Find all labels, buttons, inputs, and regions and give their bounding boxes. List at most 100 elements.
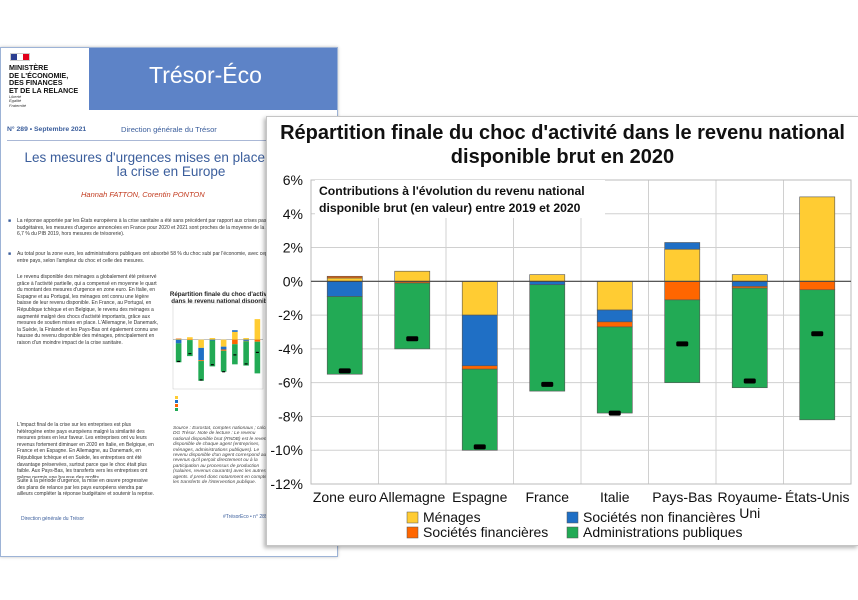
- y-tick-label: -4%: [278, 341, 303, 357]
- legend-swatch: [406, 526, 419, 539]
- bar-segment: [461, 365, 498, 370]
- mini-legend-swatch: [175, 396, 178, 399]
- bar-segment: [731, 281, 768, 287]
- document-footer-left: Direction générale du Trésor: [21, 516, 85, 522]
- mini-bar-segment: [175, 339, 182, 344]
- category-label: Royaume-Uni: [717, 489, 782, 521]
- total-marker: [473, 444, 486, 450]
- mini-bar-segment: [187, 340, 193, 357]
- mini-bar-segment: [220, 346, 227, 350]
- bar-segment: [596, 281, 633, 311]
- mini-bar-segment: [187, 337, 193, 340]
- bar-segment: [461, 314, 498, 367]
- motto-line: Égalité: [9, 98, 22, 104]
- total-marker: [338, 368, 351, 374]
- document-header: MINISTÈRE DE L'ÉCONOMIE, DES FINANCES ET…: [1, 48, 337, 110]
- mini-total-marker: [177, 360, 181, 363]
- bar-segment: [461, 368, 498, 451]
- mini-bar-segment: [175, 338, 182, 340]
- mini-total-marker: [233, 354, 237, 356]
- mini-bar-segment: [232, 330, 238, 332]
- ministry-line: MINISTÈRE: [9, 63, 49, 72]
- category-label: Pays-Bas: [652, 489, 712, 505]
- category-label: États-Unis: [785, 489, 850, 505]
- total-marker: [541, 381, 554, 387]
- bar-segment: [664, 281, 701, 301]
- mini-bar-segment: [232, 344, 238, 365]
- y-tick-label: -10%: [270, 442, 303, 458]
- mini-bar-segment: [209, 340, 216, 367]
- motto-line: Fraternité: [9, 102, 27, 108]
- bar-segment: [799, 289, 836, 421]
- document-paragraph: Au total pour la zone euro, les administ…: [8, 251, 327, 264]
- mini-chart-thumbnail: [172, 302, 264, 411]
- y-tick-label: 6%: [283, 172, 303, 188]
- bar-segment: [326, 296, 363, 375]
- bar-segment: [529, 284, 566, 392]
- ministry-line: DE L'ÉCONOMIE,: [9, 70, 69, 80]
- divider: [7, 140, 331, 141]
- y-tick-label: -8%: [278, 408, 303, 424]
- bar-segment: [799, 281, 836, 291]
- mini-total-marker: [199, 379, 203, 381]
- mini-legend-swatch: [175, 404, 178, 407]
- mini-total-marker: [188, 353, 192, 355]
- mini-bar-segment: [243, 338, 249, 340]
- mini-total-marker: [255, 351, 259, 354]
- legend-swatch: [406, 511, 419, 524]
- ministry-motto: Liberté Égalité Fraternité: [9, 94, 27, 108]
- chart-title: Répartition finale du choc d'activité da…: [280, 122, 845, 168]
- bar-segment: [394, 270, 431, 282]
- document-title: Les mesures d'urgences mises en place pe…: [24, 150, 318, 179]
- y-tick-label: 0%: [283, 273, 303, 289]
- y-tick-label: -12%: [270, 476, 303, 492]
- flag-white-stripe: [17, 54, 23, 60]
- chart-card: Répartition finale du choc d'activité da…: [266, 116, 858, 546]
- brand-band: Trésor-Éco: [89, 48, 337, 110]
- mini-bar-segment: [243, 341, 249, 366]
- mini-bar-segment: [232, 331, 238, 340]
- mini-bar-segment: [243, 339, 249, 341]
- mini-bar-segment: [220, 350, 227, 372]
- total-marker: [406, 336, 419, 342]
- document-authors: Hannah FATTON, Corentin PONTON: [81, 190, 205, 199]
- flag-icon: [10, 53, 30, 61]
- brand-title: Trésor-Éco: [149, 62, 262, 88]
- mini-bar-segment: [198, 339, 204, 348]
- ministry-line: DES FINANCES: [9, 78, 63, 88]
- y-tick-label: 2%: [283, 240, 303, 256]
- ministry-name: MINISTÈRE DE L'ÉCONOMIE, DES FINANCES ET…: [9, 64, 91, 94]
- mini-total-marker: [244, 363, 248, 365]
- mini-chart-source: Source : Eurostat, comptes nationaux ; c…: [173, 426, 272, 486]
- bar-segment: [596, 309, 633, 323]
- mini-bar-segment: [198, 347, 204, 361]
- mini-bar-segment: [198, 360, 204, 362]
- mini-bar-segment: [254, 341, 261, 374]
- inner-title-line-2: disponible brut (en valeur) entre 2019 e…: [319, 201, 581, 215]
- bar-segment: [664, 248, 701, 282]
- stacked-bar-chart: -12% -10% -8% -6% -4% -2% 0% 2% 4% 6% Zone euro All…: [270, 172, 852, 540]
- inner-title-line-1: Contributions à l'évolution du revenu na…: [319, 184, 585, 198]
- bar-segment: [326, 281, 363, 297]
- document-paragraph: Le revenu disponible des ménages a globa…: [17, 274, 163, 416]
- flag-blue-stripe: [11, 54, 17, 60]
- document-paragraph: Suite à la période d'urgence, la mise en…: [17, 478, 157, 508]
- mini-bar-segment: [175, 343, 182, 363]
- direction-name: Direction générale du Trésor: [121, 125, 217, 134]
- bar-segment: [326, 275, 363, 279]
- issue-number: N° 289 • Septembre 2021: [7, 126, 87, 133]
- total-marker: [676, 341, 689, 347]
- mini-bar-segment: [220, 349, 227, 351]
- mini-bar-segment: [220, 339, 227, 347]
- mini-bar-segment: [209, 338, 216, 340]
- mini-legend-swatch: [175, 400, 178, 403]
- flag-red-stripe: [23, 54, 29, 60]
- mini-bar-segment: [254, 339, 261, 342]
- motto-line: Liberté: [9, 94, 22, 99]
- bar-segment: [731, 287, 768, 389]
- bar-segment: [596, 326, 633, 414]
- y-tick-label: -6%: [278, 375, 303, 391]
- mini-bar-segment: [254, 319, 261, 340]
- mini-total-marker: [210, 364, 214, 366]
- mini-bar-segment: [232, 339, 238, 345]
